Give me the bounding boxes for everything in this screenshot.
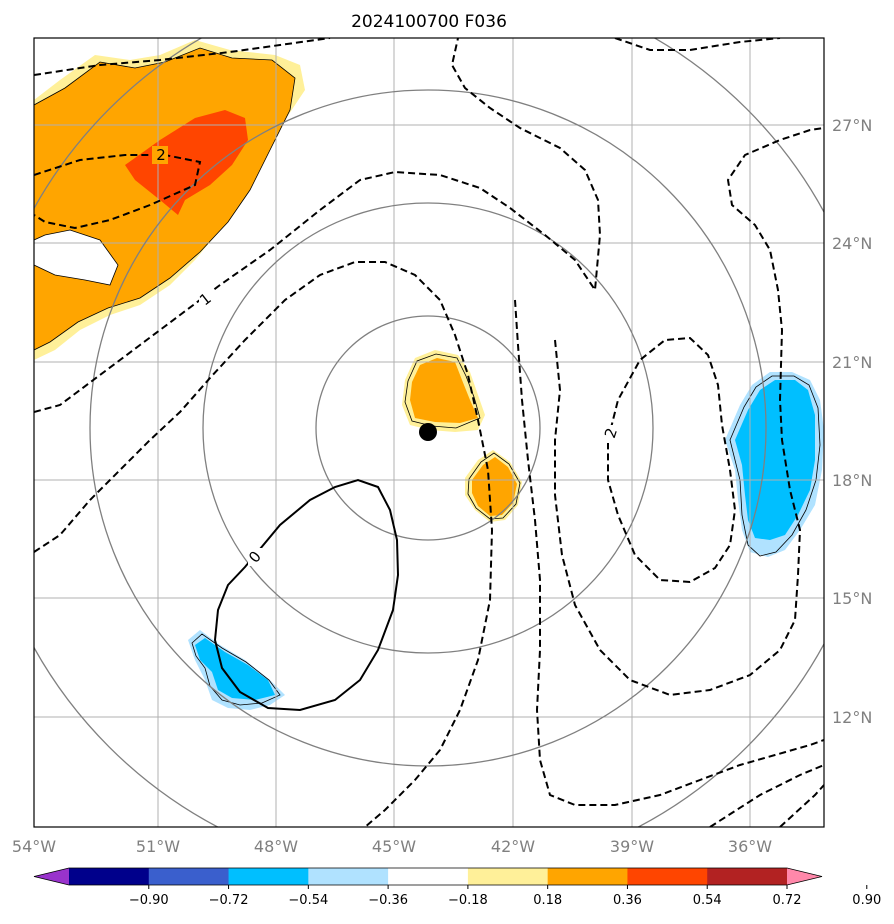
zero-contour: [213, 478, 400, 712]
shaded-field-center: [402, 350, 522, 522]
contour-labels: 2 1 2 0: [152, 146, 621, 566]
lat-tick-27n: 27°N: [832, 116, 872, 135]
colorbar-tick-label: 0.36: [613, 893, 642, 908]
colorbar-segment: [627, 868, 708, 885]
colorbar-extend-low: [34, 868, 69, 885]
colorbar-tick-label: −0.90: [129, 893, 169, 908]
lon-tick-51w: 51°W: [136, 837, 180, 856]
colorbar-tick-label: −0.36: [368, 893, 408, 908]
colorbar-segment: [547, 868, 628, 885]
lon-tick-48w: 48°W: [254, 837, 298, 856]
lon-tick-labels: 54°W 51°W 48°W 45°W 42°W 39°W 36°W: [12, 837, 772, 856]
map-title: 2024100700 F036: [351, 12, 507, 32]
map-plot-area: 2 1 2 0: [34, 38, 824, 827]
colorbar-outline: [33, 867, 823, 886]
colorbar-tick-label: −0.72: [209, 893, 249, 908]
colorbar-extend-high: [787, 868, 822, 885]
lat-tick-24n: 24°N: [832, 234, 872, 253]
colorbar-tick-label: 0.18: [533, 893, 562, 908]
lat-tick-labels: 12°N 15°N 18°N 21°N 24°N 27°N: [832, 116, 872, 727]
lon-tick-54w: 54°W: [12, 837, 56, 856]
colorbar-segment: [308, 868, 389, 885]
lat-tick-12n: 12°N: [832, 708, 872, 727]
lon-tick-36w: 36°W: [728, 837, 772, 856]
range-rings: [34, 38, 824, 827]
dashed-contours: [34, 38, 824, 827]
gridlines: [34, 38, 824, 827]
lon-tick-39w: 39°W: [610, 837, 654, 856]
contour-label-2-nw: 2: [156, 146, 166, 164]
colorbar-tick-label: −0.18: [448, 893, 488, 908]
storm-center-marker: [419, 423, 437, 441]
colorbar: [33, 867, 823, 886]
lat-tick-18n: 18°N: [832, 471, 872, 490]
colorbar-segment: [228, 868, 309, 885]
colorbar-segment: [69, 868, 150, 885]
map-frame: [33, 37, 825, 828]
colorbar-tick-label: 0.90: [852, 893, 881, 908]
lat-tick-15n: 15°N: [832, 589, 872, 608]
colorbar-tick-label: 0.54: [693, 893, 722, 908]
colorbar-segment: [148, 868, 230, 885]
lon-tick-45w: 45°W: [372, 837, 416, 856]
shaded-field-sw: [188, 630, 285, 710]
colorbar-segment: [467, 868, 549, 885]
lon-tick-42w: 42°W: [491, 837, 535, 856]
lat-tick-21n: 21°N: [832, 353, 872, 372]
colorbar-tick-labels: −0.90 −0.72 −0.54 −0.36 −0.18 0.18 0.36 0.54 0.7…: [129, 885, 881, 908]
colorbar-tick-label: −0.54: [288, 893, 328, 908]
colorbar-segment: [388, 868, 469, 885]
colorbar-tick-label: 0.72: [773, 893, 802, 908]
colorbar-segment: [707, 868, 788, 885]
